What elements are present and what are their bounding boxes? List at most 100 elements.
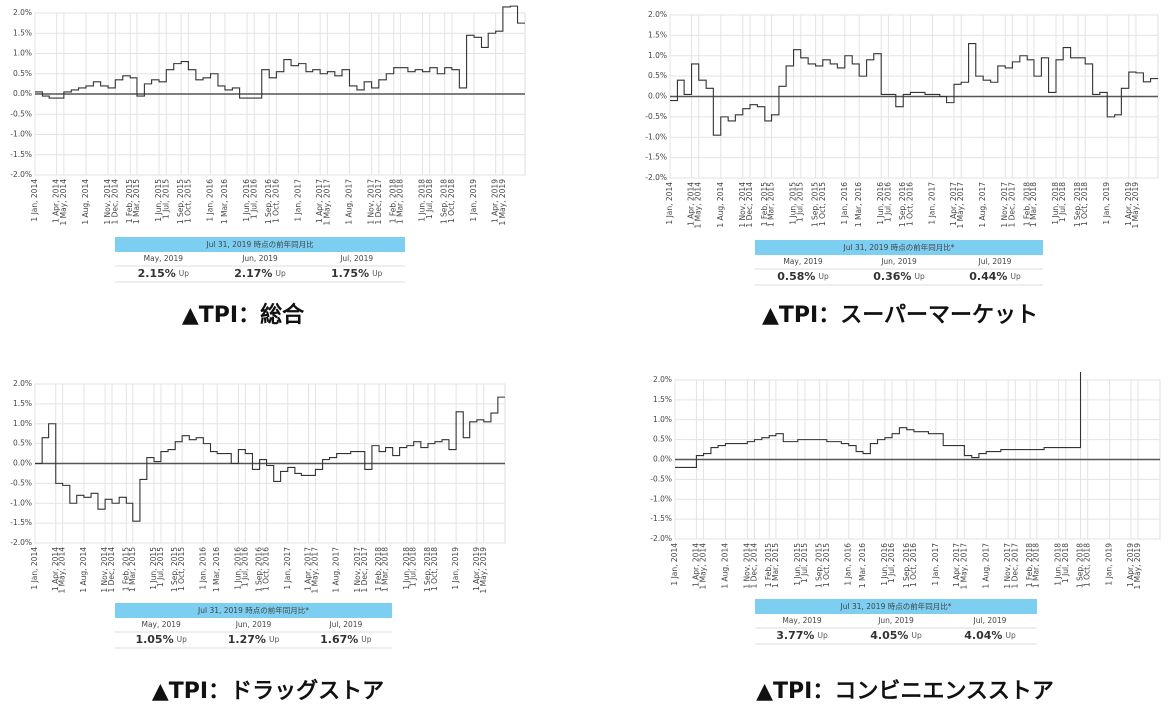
x-tick-label: 1 Jul, 2015 [156, 547, 165, 587]
x-tick-label: 1 Dec, 2014 [749, 543, 758, 589]
x-tick-label: 1 Apr, 2017 [949, 182, 958, 226]
y-tick-label: 1.0% [13, 419, 32, 428]
y-tick-label: 0.5% [653, 435, 672, 444]
x-tick-label: 1 Jan, 2017 [927, 182, 936, 225]
change: Up [1005, 631, 1015, 640]
y-tick-label: 0.0% [13, 89, 32, 98]
x-tick-label: 1 May, 2019 [1131, 182, 1140, 229]
x-tick-label: 1 Dec, 2014 [110, 179, 119, 225]
change: Up [361, 635, 371, 644]
x-tick-label: 1 Mar, 2016 [854, 182, 863, 227]
column-header: May, 2019 [141, 620, 181, 629]
x-tick-label: 1 Dec, 2017 [1007, 182, 1016, 228]
y-tick-label: 0.5% [13, 439, 32, 448]
x-tick-label: 1 Jul, 2018 [1061, 543, 1070, 583]
x-tick-label: 1 Aug, 2014 [81, 179, 90, 225]
value-cell: 1.27% Up [228, 633, 280, 646]
x-tick-label: 1 Jul, 2018 [425, 179, 434, 219]
x-tick-label: 1 May, 2017 [322, 179, 331, 226]
value-cell: 1.05% Up [135, 633, 187, 646]
change: Up [818, 272, 828, 281]
column-header: Jun, 2019 [235, 620, 272, 629]
y-tick-label: -1.5% [650, 514, 672, 523]
caption: ▲TPI：スーパーマーケット [762, 303, 1038, 328]
x-tick-label: 1 Aug, 2017 [344, 179, 353, 225]
x-tick-label: 1 Dec, 2017 [374, 179, 383, 225]
step-line [35, 5, 525, 99]
x-tick-label: 1 Jan, 2017 [283, 547, 292, 590]
x-tick-label: 1 Mar, 2018 [1029, 182, 1038, 227]
table-title: Jul 31, 2019 時点の前年同月比* [843, 242, 955, 252]
x-tick-label: 1 Nov, 2017 [1003, 543, 1012, 589]
x-tick-label: 1 Oct, 2018 [1080, 182, 1089, 226]
x-tick-label: 1 Jan, 2014 [30, 179, 39, 222]
value-cell: 4.04% Up [964, 629, 1016, 642]
column-header: Jun, 2019 [880, 257, 917, 266]
step-line [35, 396, 505, 522]
x-tick-label: 1 Apr, 2017 [304, 547, 313, 591]
caption: ▲TPI：ドラッグストア [152, 678, 384, 704]
y-tick-label: -2.0% [10, 538, 32, 547]
x-tick-label: 1 Sep, 2016 [902, 543, 911, 588]
value: 0.44% [969, 270, 1007, 283]
change: Up [372, 269, 382, 278]
x-tick-label: 1 Apr, 2019 [491, 179, 500, 223]
value: 2.17% [234, 267, 272, 280]
x-tick-label: 1 May, 2017 [310, 547, 319, 594]
y-tick-label: 1.5% [13, 28, 32, 37]
change: Up [275, 269, 285, 278]
y-tick-label: -2.0% [645, 173, 667, 182]
value: 3.77% [776, 629, 814, 642]
y-tick-label: -0.5% [645, 112, 667, 121]
x-tick-label: 1 Mar, 2015 [771, 543, 780, 588]
x-tick-label: 1 Apr, 2014 [51, 547, 60, 591]
x-tick-label: 1 Nov, 2017 [1000, 182, 1009, 228]
y-tick-label: -1.0% [10, 130, 32, 139]
value: 0.36% [873, 270, 911, 283]
y-tick-label: 1.0% [13, 49, 32, 58]
x-tick-label: 1 Oct, 2016 [909, 543, 918, 587]
x-tick-label: 1 Mar, 2018 [1032, 543, 1041, 588]
table-title: Jul 31, 2019 時点の前年同月比 [205, 239, 314, 249]
x-tick-label: 1 Nov, 2014 [100, 547, 109, 593]
value-cell: 4.05% Up [870, 629, 922, 642]
x-tick-label: 1 Jul, 2016 [249, 179, 258, 219]
x-tick-label: 1 May, 2014 [694, 182, 703, 229]
value-cell: 2.17% Up [234, 267, 286, 280]
column-header: Jul, 2019 [328, 620, 362, 629]
column-header: May, 2019 [144, 254, 184, 263]
change: Up [269, 635, 279, 644]
x-tick-label: 1 May, 2014 [699, 543, 708, 590]
x-tick-label: 1 Feb, 2015 [121, 547, 130, 592]
x-tick-label: 1 Dec, 2017 [360, 547, 369, 593]
x-tick-label: 1 Mar, 2016 [212, 547, 221, 592]
x-tick-label: 1 Jan, 2019 [451, 547, 460, 590]
x-tick-label: 1 Jan, 2014 [665, 182, 674, 225]
x-tick-label: 1 Oct, 2015 [177, 547, 186, 591]
x-tick-label: 1 Jan, 2019 [1102, 182, 1111, 225]
x-tick-label: 1 Feb, 2015 [760, 182, 769, 227]
x-tick-label: 1 Nov, 2017 [367, 179, 376, 225]
x-tick-label: 1 May, 2019 [479, 547, 488, 594]
x-tick-label: 1 Oct, 2018 [447, 179, 456, 223]
value: 1.27% [228, 633, 266, 646]
x-tick-label: 1 Apr, 2019 [472, 547, 481, 591]
x-tick-label: 1 Jul, 2015 [796, 182, 805, 222]
x-tick-label: 1 Jun, 2015 [149, 547, 158, 590]
x-tick-label: 1 Mar, 2016 [858, 543, 867, 588]
x-tick-label: 1 Dec, 2014 [745, 182, 754, 228]
x-tick-label: 1 Aug, 2014 [79, 547, 88, 593]
x-tick-label: 1 Jan, 2016 [840, 182, 849, 225]
change: Up [179, 269, 189, 278]
x-tick-label: 1 Sep, 2015 [170, 547, 179, 592]
x-tick-label: 1 May, 2014 [59, 179, 68, 226]
x-tick-label: 1 Mar, 2015 [128, 547, 137, 592]
x-tick-label: 1 Feb, 2018 [1022, 182, 1031, 227]
y-tick-label: -1.5% [10, 150, 32, 159]
change: Up [1010, 272, 1020, 281]
y-tick-label: -0.5% [10, 109, 32, 118]
x-tick-label: 1 Feb, 2015 [125, 179, 134, 224]
x-tick-label: 1 May, 2019 [498, 179, 507, 226]
y-tick-label: 0.0% [13, 459, 32, 468]
x-tick-label: 1 Jan, 2016 [198, 547, 207, 590]
